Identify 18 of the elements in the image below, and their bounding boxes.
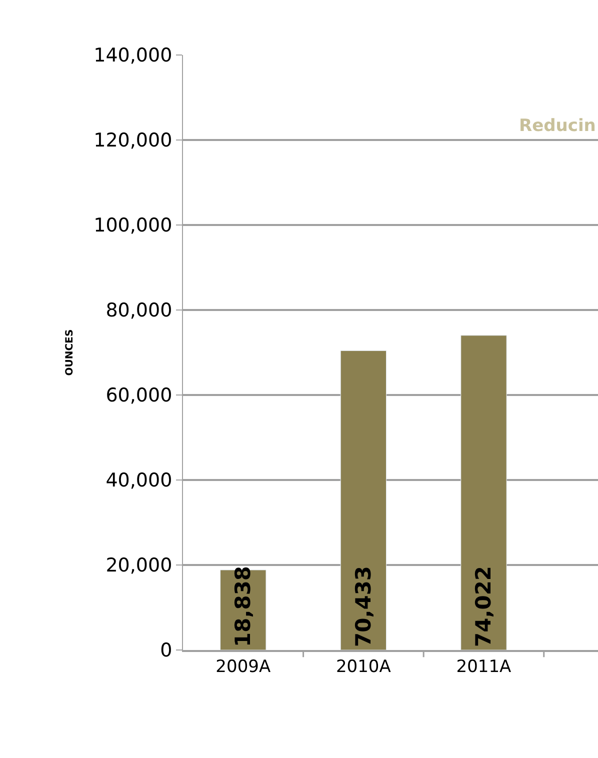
y-tick-label: 140,000 [94,44,172,67]
data-label: 70,433 [351,566,376,647]
y-tick-label: 100,000 [94,214,172,237]
y-tick-label: 0 [160,640,172,662]
y-axis-title: OUNCES [64,329,76,376]
y-tick-label: 40,000 [106,470,172,492]
data-label: 74,022 [472,566,496,647]
bar [340,350,387,650]
y-tick-label: 80,000 [106,300,172,322]
y-tick-label: 120,000 [94,130,172,152]
y-tick-label: 60,000 [106,384,172,407]
bar [460,335,507,650]
x-tick-label: 2011A [456,657,512,678]
data-label: 18,838 [231,566,256,647]
y-tick-label: 20,000 [106,554,172,577]
annotation: Reducin [519,116,596,136]
x-tick-label: 2009A [216,657,271,678]
x-tick-label: 2010A [336,657,392,678]
